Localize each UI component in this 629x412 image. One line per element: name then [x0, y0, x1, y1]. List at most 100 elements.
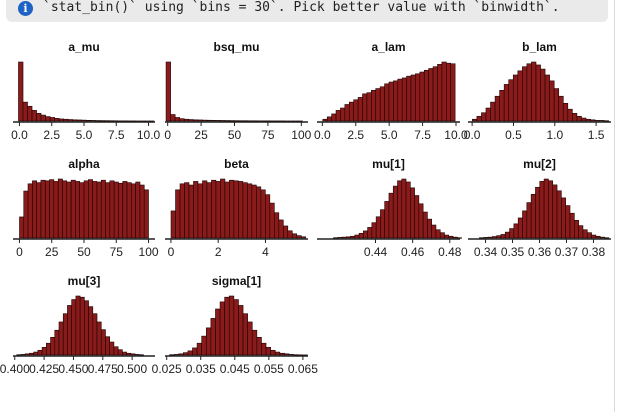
bar [173, 354, 180, 356]
bar [599, 120, 605, 122]
bar [508, 79, 514, 122]
bar [50, 336, 56, 356]
x-tick-label: 0.35 [501, 245, 525, 259]
bar [53, 181, 59, 239]
bar [371, 90, 377, 122]
bar [581, 117, 587, 122]
x-tick-label: 0.37 [555, 245, 579, 259]
bar [375, 216, 381, 239]
bar [215, 181, 221, 239]
bar [76, 119, 83, 122]
panel-title: bsq_mu [213, 40, 259, 54]
panel-mu3: mu[3] 0.400 0.425 0.450 0.475 0.500 [0, 274, 155, 376]
bar [485, 107, 491, 122]
bar [138, 354, 144, 356]
bar [178, 353, 184, 356]
bar [32, 180, 38, 239]
x-tick-label: 1.5 [588, 128, 605, 142]
bar [261, 342, 267, 356]
x-tick-label: 0.400 [0, 362, 30, 376]
message-bar: i `stat_bin()` using `bins = 30`. Pick b… [6, 0, 608, 22]
bar [193, 119, 199, 122]
bar [90, 120, 96, 122]
x-tick-label: 2.5 [347, 128, 364, 142]
panel-title: mu[1] [372, 157, 405, 171]
x-tick-label: 2.5 [43, 128, 60, 142]
bar [66, 181, 72, 239]
bar [567, 108, 573, 122]
bar [58, 118, 64, 122]
x-tick-label: 5.0 [381, 128, 398, 142]
panel-title: sigma[1] [212, 274, 261, 288]
bar [526, 63, 532, 122]
bar [95, 120, 101, 122]
bar [179, 183, 185, 239]
bar [293, 354, 299, 356]
x-tick-label: 100 [291, 128, 311, 142]
bar [183, 118, 190, 122]
bar [165, 61, 171, 122]
bar [67, 305, 72, 356]
panel-a-mu: a_mu 0.0 2.5 5.0 7.5 10.0 [11, 40, 160, 142]
bar [215, 308, 221, 356]
bar [251, 184, 257, 239]
bar [380, 209, 385, 239]
bar [113, 181, 119, 239]
bar [118, 182, 123, 239]
x-tick-label: 25 [194, 128, 208, 142]
bar [99, 120, 105, 122]
bar [22, 101, 28, 122]
bar [522, 66, 528, 122]
bar [224, 181, 230, 239]
x-tick-label: 0.5 [505, 128, 522, 142]
bar [530, 194, 536, 239]
bar [569, 212, 575, 239]
x-tick-label: 1.0 [546, 128, 563, 142]
bar [196, 342, 202, 356]
bar [572, 113, 578, 122]
bar [54, 329, 60, 356]
bar [517, 217, 523, 239]
bar [450, 63, 456, 122]
panel-title: mu[2] [523, 157, 556, 171]
bar [238, 181, 244, 239]
bar [288, 354, 294, 356]
x-tick-label: 0 [168, 245, 175, 259]
bar [75, 181, 81, 239]
bar [113, 346, 119, 356]
bar [526, 202, 532, 239]
bar [422, 211, 428, 239]
bar [491, 236, 497, 239]
bar [57, 178, 63, 239]
bar [193, 181, 199, 239]
bar [143, 189, 149, 239]
bar [211, 120, 217, 122]
bar [582, 229, 588, 239]
bar [75, 295, 81, 356]
bar [431, 224, 437, 239]
bar [100, 179, 106, 239]
bar [357, 97, 363, 122]
bar [92, 181, 98, 239]
panel-b-lam: b_lam 0.0 0.5 1.0 1.5 [464, 40, 611, 142]
bar [269, 202, 275, 239]
bar [247, 321, 253, 356]
bar [105, 336, 111, 356]
bar [341, 236, 347, 239]
bar [72, 119, 78, 122]
bar [197, 183, 203, 239]
bar [122, 181, 128, 239]
bar [67, 119, 74, 122]
bar [594, 120, 600, 122]
bar [337, 237, 343, 239]
bar [517, 70, 523, 122]
bar [300, 236, 307, 239]
bar [539, 181, 545, 239]
bar [122, 351, 127, 356]
bar [27, 105, 33, 122]
panel-alpha: alpha 0 25 50 75 100 [13, 157, 159, 259]
bar [388, 192, 394, 239]
bar [20, 354, 26, 356]
bar [479, 237, 484, 239]
bar [238, 120, 244, 122]
